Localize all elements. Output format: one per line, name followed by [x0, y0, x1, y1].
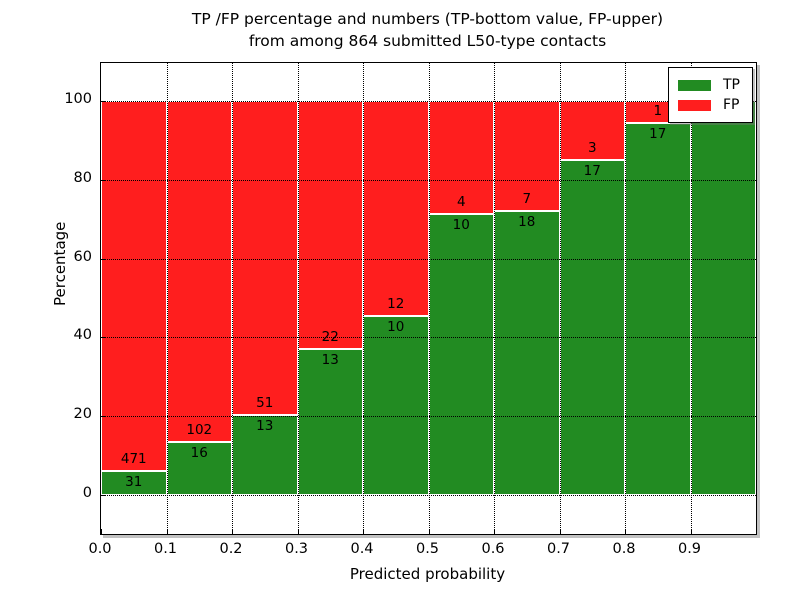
- x-tickmark: [363, 529, 364, 534]
- tp-count-label: 31: [125, 473, 143, 490]
- x-tick-label: 0.5: [415, 541, 440, 557]
- v-gridline: [363, 63, 364, 534]
- fp-bar-segment: [363, 101, 429, 316]
- tp-count-label: 13: [256, 417, 274, 434]
- v-gridline: [690, 63, 692, 534]
- x-axis-label: Predicted probability: [349, 565, 506, 583]
- x-tick-label: 0.0: [88, 541, 112, 557]
- fp-count-label: 22: [321, 328, 339, 345]
- x-tickmark: [690, 529, 692, 534]
- tp-count-label: 10: [387, 318, 405, 335]
- v-gridline: [297, 63, 299, 534]
- y-tickmark: [101, 179, 106, 181]
- y-tickmark: [101, 101, 106, 102]
- x-tick-label: 0.8: [612, 541, 636, 557]
- v-gridline: [559, 63, 561, 534]
- legend-label: TP: [723, 77, 740, 93]
- x-tick-label: 0.2: [219, 541, 243, 557]
- fp-bar-segment: [166, 101, 232, 442]
- tp-count-label: 10: [452, 216, 470, 233]
- fp-count-label: 3: [587, 140, 597, 157]
- x-tick-label: 0.9: [677, 541, 702, 557]
- legend-label: FP: [723, 97, 740, 113]
- tp-bar-segment: [101, 470, 167, 495]
- tp-bar-segment: [690, 101, 756, 495]
- v-gridline: [494, 63, 495, 534]
- x-tickmark: [232, 529, 233, 534]
- y-tickmark: [101, 258, 106, 260]
- x-tickmark: [166, 529, 168, 534]
- tp-bar-segment: [494, 211, 560, 495]
- legend: TP FP: [668, 67, 753, 123]
- chart-title-line2: from among 864 submitted L50-type contac…: [248, 32, 607, 51]
- tp-bar-segment: [363, 315, 429, 495]
- fp-count-label: 51: [256, 394, 274, 411]
- x-tickmark: [494, 529, 495, 534]
- fp-count-label: 102: [186, 421, 213, 438]
- y-tick-label: 20: [73, 406, 92, 423]
- x-tickmark: [428, 529, 430, 534]
- fp-count-label: 1: [653, 102, 663, 119]
- x-tickmark: [625, 529, 626, 534]
- fp-count-label: 4: [456, 193, 466, 210]
- tp-bar-segment: [297, 348, 363, 495]
- v-gridline: [232, 63, 233, 534]
- legend-item-fp: FP: [678, 95, 740, 115]
- y-tick-label: 40: [73, 327, 92, 344]
- x-tick-label: 0.1: [153, 541, 178, 557]
- y-tickmark: [101, 416, 106, 418]
- y-tick-label: 0: [82, 485, 92, 501]
- x-tickmark: [101, 529, 102, 534]
- y-tick-label: 80: [73, 169, 92, 186]
- y-tickmark: [101, 495, 106, 496]
- x-tickmark: [559, 529, 561, 534]
- y-tick-label: 100: [64, 91, 92, 107]
- v-gridline: [625, 63, 626, 534]
- tp-count-label: 17: [583, 163, 601, 180]
- fp-swatch-icon: [678, 99, 711, 111]
- fp-count-label: 7: [522, 191, 532, 208]
- fp-bar-segment: [494, 101, 560, 212]
- plot-area: 314711610213511322101210418717317146 TPF…: [100, 62, 757, 535]
- tp-bar-segment: [625, 122, 691, 495]
- fp-count-label: 471: [120, 450, 147, 467]
- fp-bar-segment: [297, 101, 363, 349]
- x-tick-label: 0.7: [546, 541, 571, 557]
- x-tick-label: 0.4: [350, 541, 374, 557]
- tp-bar-segment: [428, 213, 494, 495]
- x-tickmark: [297, 529, 299, 534]
- tp-count-label: 17: [649, 125, 667, 142]
- legend-item-tp: TP: [678, 75, 740, 95]
- tp-count-label: 18: [518, 214, 536, 231]
- tp-bar-segment: [559, 160, 625, 495]
- y-tickmark: [101, 337, 106, 339]
- x-tick-label: 0.6: [481, 541, 505, 557]
- fp-bar-segment: [101, 101, 167, 471]
- tp-count-label: 16: [190, 444, 208, 461]
- fp-bar-segment: [428, 101, 494, 214]
- y-tick-label: 60: [73, 248, 92, 265]
- chart-title: TP /FP percentage and numbers (TP-bottom…: [100, 8, 755, 53]
- tp-count-label: 13: [321, 351, 339, 368]
- fp-count-label: 12: [387, 295, 405, 312]
- tp-swatch-icon: [678, 79, 711, 91]
- v-gridline: [428, 63, 430, 534]
- v-gridline: [166, 63, 168, 534]
- x-tick-label: 0.3: [284, 541, 309, 557]
- fp-bar-segment: [232, 101, 298, 415]
- chart-title-line1: TP /FP percentage and numbers (TP-bottom…: [191, 10, 664, 28]
